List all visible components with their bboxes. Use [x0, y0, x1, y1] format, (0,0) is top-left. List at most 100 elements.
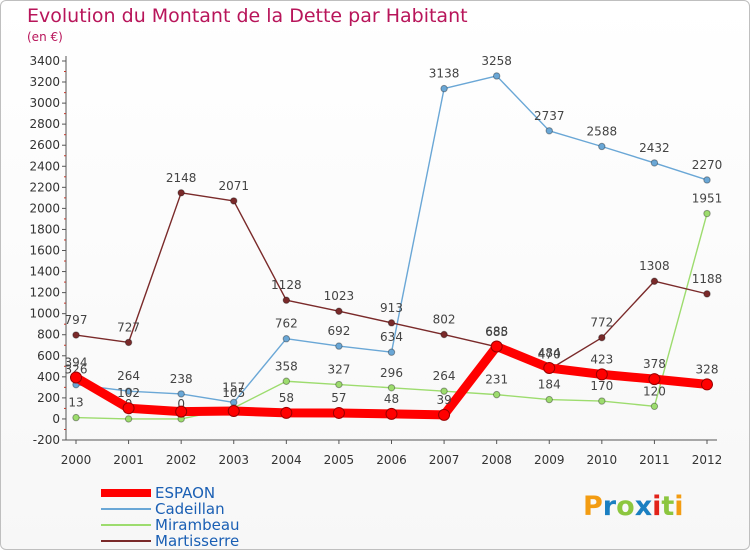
- data-label-martisserre: 2071: [218, 179, 249, 193]
- data-point-cadeillan: [545, 127, 553, 135]
- data-point-espaon: [490, 340, 503, 353]
- x-tick-label: 2012: [692, 453, 723, 467]
- data-point-martisserre: [230, 197, 238, 205]
- data-label-cadeillan: 238: [170, 372, 193, 386]
- x-tick-label: 2009: [534, 453, 565, 467]
- logo-letter: i: [652, 491, 662, 522]
- legend-label-mirambeau: Mirambeau: [155, 516, 240, 534]
- data-point-martisserre: [124, 338, 133, 347]
- data-label-martisserre: 772: [590, 316, 613, 330]
- y-tick-label: 1600: [29, 244, 60, 258]
- data-point-espaon: [280, 406, 293, 419]
- data-label-martisserre: 1308: [639, 259, 670, 273]
- data-label-cadeillan: 692: [327, 324, 350, 338]
- y-tick-label: 0: [52, 412, 60, 426]
- data-label-mirambeau: 296: [380, 366, 403, 380]
- data-point-cadeillan: [124, 387, 133, 395]
- data-point-martisserre: [72, 331, 80, 339]
- data-point-espaon: [701, 378, 713, 391]
- data-point-espaon: [332, 406, 345, 419]
- data-label-martisserre: 1128: [271, 278, 302, 292]
- data-label-espaon: 102: [117, 386, 140, 400]
- data-label-martisserre: 1023: [324, 289, 355, 303]
- y-tick-label: 400: [37, 370, 60, 384]
- data-point-cadeillan: [492, 72, 501, 80]
- data-point-cadeillan: [335, 342, 343, 350]
- data-label-cadeillan: 157: [222, 380, 245, 394]
- data-label-cadeillan: 3258: [481, 54, 512, 68]
- x-tick-label: 2007: [429, 453, 460, 467]
- data-label-martisserre: 913: [380, 301, 403, 315]
- logo-letter: r: [602, 491, 617, 522]
- data-point-mirambeau: [124, 415, 133, 423]
- data-point-mirambeau: [335, 380, 343, 389]
- logo-letter: x: [634, 491, 653, 522]
- data-point-mirambeau: [650, 402, 659, 411]
- data-point-mirambeau: [492, 390, 501, 399]
- y-tick-label: 3000: [29, 96, 60, 110]
- data-label-cadeillan: 762: [275, 317, 298, 331]
- data-label-martisserre: 1188: [692, 272, 723, 286]
- data-label-mirambeau: 231: [485, 373, 508, 387]
- data-point-cadeillan: [440, 84, 448, 93]
- data-point-cadeillan: [703, 176, 711, 184]
- data-point-mirambeau: [545, 395, 553, 404]
- data-label-cadeillan: 2588: [587, 124, 618, 138]
- data-label-espaon: 39: [436, 393, 451, 407]
- data-label-cadeillan: 3138: [429, 67, 460, 81]
- data-label-cadeillan: 2270: [692, 158, 723, 172]
- data-point-cadeillan: [387, 348, 396, 356]
- data-point-espaon: [175, 405, 188, 418]
- data-label-martisserre: 685: [485, 325, 508, 339]
- data-point-espaon: [227, 405, 240, 418]
- data-label-cadeillan: 326: [65, 363, 88, 377]
- legend-swatch-mirambeau: [101, 524, 151, 526]
- legend-label-espaon: ESPAON: [155, 484, 216, 502]
- data-label-espaon: 484: [538, 346, 561, 360]
- logo-letter: i: [674, 491, 684, 522]
- data-point-martisserre: [440, 330, 448, 339]
- data-label-mirambeau: 1951: [692, 192, 723, 206]
- data-point-martisserre: [387, 319, 396, 327]
- data-label-espaon: 58: [279, 391, 294, 405]
- legend-swatch-martisserre: [101, 540, 151, 542]
- data-point-martisserre: [703, 290, 711, 298]
- data-point-martisserre: [650, 277, 659, 285]
- data-label-mirambeau: 13: [68, 396, 83, 410]
- logo-letter: P: [583, 491, 603, 522]
- x-tick-label: 2005: [324, 453, 355, 467]
- data-label-espaon: 423: [590, 352, 613, 366]
- data-label-martisserre: 470: [538, 347, 561, 361]
- legend-label-martisserre: Martisserre: [155, 532, 240, 550]
- x-tick-label: 2000: [61, 453, 92, 467]
- data-point-martisserre: [282, 296, 291, 304]
- y-tick-label: 3400: [29, 54, 60, 68]
- proxiti-logo: Proxiti: [583, 491, 684, 522]
- x-tick-label: 2006: [376, 453, 407, 467]
- x-tick-label: 2002: [166, 453, 197, 467]
- data-point-cadeillan: [650, 159, 659, 167]
- data-label-mirambeau: 264: [433, 369, 456, 383]
- chart-subtitle: (en €): [27, 30, 63, 44]
- x-tick-label: 2004: [271, 453, 302, 467]
- y-tick-label: -200: [33, 433, 60, 447]
- data-label-espaon: 688: [485, 325, 508, 339]
- legend-swatch-espaon: [101, 489, 151, 497]
- data-point-cadeillan: [282, 335, 291, 343]
- x-tick-label: 2008: [481, 453, 512, 467]
- data-point-mirambeau: [282, 377, 291, 385]
- data-point-espaon: [595, 368, 608, 381]
- data-label-mirambeau: 327: [327, 363, 350, 377]
- data-label-espaon: 57: [331, 391, 346, 405]
- data-label-espaon: 378: [643, 357, 666, 371]
- y-tick-label: 1800: [29, 222, 60, 236]
- data-label-martisserre: 797: [65, 313, 88, 327]
- y-tick-label: 1000: [29, 307, 60, 321]
- y-tick-label: 200: [37, 391, 60, 405]
- y-tick-label: 2000: [29, 201, 60, 215]
- data-label-espaon: 328: [696, 362, 719, 376]
- y-tick-label: 3200: [29, 75, 60, 89]
- data-label-cadeillan: 2737: [534, 109, 565, 123]
- data-label-espaon: 394: [65, 355, 88, 369]
